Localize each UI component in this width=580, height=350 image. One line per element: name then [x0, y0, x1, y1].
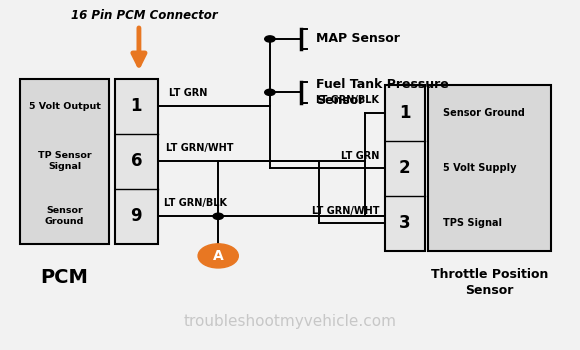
Text: LT GRN/WHT: LT GRN/WHT — [311, 205, 379, 216]
Text: MAP Sensor: MAP Sensor — [316, 33, 400, 46]
Circle shape — [264, 36, 275, 42]
Text: 5 Volt Output: 5 Volt Output — [28, 102, 100, 111]
Circle shape — [264, 89, 275, 96]
Text: troubleshootmyvehicle.com: troubleshootmyvehicle.com — [183, 314, 397, 329]
Text: Sensor
Ground: Sensor Ground — [45, 206, 84, 226]
Text: Sensor Ground: Sensor Ground — [443, 108, 524, 118]
Text: 5 Volt Supply: 5 Volt Supply — [443, 163, 516, 173]
Text: 3: 3 — [399, 214, 411, 232]
Text: LT GRN: LT GRN — [340, 150, 379, 161]
Text: LT GRN/WHT: LT GRN/WHT — [166, 142, 234, 153]
Text: TPS Signal: TPS Signal — [443, 218, 502, 228]
Text: LT GRN: LT GRN — [169, 88, 208, 98]
Text: LT GRN/BLK: LT GRN/BLK — [164, 198, 227, 208]
Bar — [385, 85, 425, 251]
Text: LT GRN/BLK: LT GRN/BLK — [316, 96, 379, 105]
Text: TP Sensor
Signal: TP Sensor Signal — [38, 151, 91, 171]
Circle shape — [198, 244, 238, 268]
Circle shape — [213, 213, 223, 219]
Text: 6: 6 — [130, 152, 142, 170]
Text: Throttle Position
Sensor: Throttle Position Sensor — [431, 268, 548, 297]
Text: 2: 2 — [399, 159, 411, 177]
Text: 1: 1 — [399, 104, 411, 122]
Text: PCM: PCM — [41, 268, 89, 287]
Text: 16 Pin PCM Connector: 16 Pin PCM Connector — [71, 9, 218, 22]
Text: A: A — [213, 249, 223, 263]
Text: 1: 1 — [130, 97, 142, 115]
Bar — [115, 78, 158, 244]
Text: Fuel Tank Pressure
Sensor: Fuel Tank Pressure Sensor — [316, 78, 448, 107]
Bar — [428, 85, 552, 251]
Bar — [20, 78, 109, 244]
Text: 9: 9 — [130, 207, 142, 225]
